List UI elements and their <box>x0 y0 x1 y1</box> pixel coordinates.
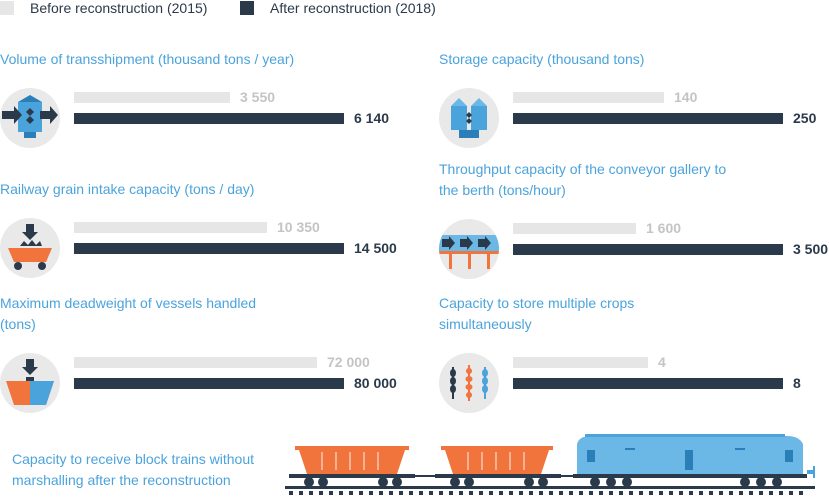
metric-title-line: Throughput capacity of the conveyor gall… <box>439 161 727 177</box>
legend-swatch-before <box>0 1 14 15</box>
metric-title-line: Storage capacity (thousand tons) <box>439 51 645 67</box>
bar-after <box>74 378 344 389</box>
bar-after <box>74 113 344 124</box>
legend-label-before: Before reconstruction (2015) <box>30 0 208 16</box>
value-label-before: 4 <box>658 354 666 370</box>
value-label-before: 72 000 <box>327 354 370 370</box>
legend-item-before: Before reconstruction (2015) <box>0 0 207 16</box>
grain-wagon-icon <box>0 218 60 278</box>
value-label-after: 14 500 <box>354 240 397 256</box>
train-caption: Capacity to receive block trains without… <box>12 449 254 491</box>
metric-title-line: the berth (tons/hour) <box>439 182 566 198</box>
metric-title: Storage capacity (thousand tons) <box>439 49 644 70</box>
storage-silo-icon <box>439 88 499 148</box>
metric-title-line: (tons) <box>0 316 36 332</box>
train-caption-line: marshalling after the reconstruction <box>12 472 231 488</box>
legend: Before reconstruction (2015) After recon… <box>0 0 829 18</box>
value-label-before: 10 350 <box>277 219 320 235</box>
value-label-before: 140 <box>674 89 698 105</box>
bar-after <box>513 113 783 124</box>
legend-item-after: After reconstruction (2018) <box>240 0 436 16</box>
value-label-after: 3 500 <box>793 241 829 257</box>
legend-label-after: After reconstruction (2018) <box>270 0 436 16</box>
bar-before <box>513 92 664 103</box>
metric-title-line: Capacity to store multiple crops <box>439 295 635 311</box>
metric-title: Capacity to store multiple crops simulta… <box>439 293 634 335</box>
value-label-after: 6 140 <box>354 110 390 126</box>
metric-title-line: simultaneously <box>439 316 532 332</box>
conveyor-gallery-icon <box>439 219 499 279</box>
grain-silo-transfer-icon <box>0 88 60 148</box>
multiple-crops-icon <box>439 353 499 413</box>
metric-title: Volume of transshipment (thousand tons /… <box>0 49 294 70</box>
metric-title: Railway grain intake capacity (tons / da… <box>0 179 254 200</box>
bar-after <box>513 244 783 255</box>
value-label-before: 1 600 <box>646 220 682 236</box>
metric-title: Throughput capacity of the conveyor gall… <box>439 159 726 201</box>
train-caption-line: Capacity to receive block trains without <box>12 451 254 467</box>
metric-title-line: Volume of transshipment (thousand tons /… <box>0 51 295 67</box>
metric-title-line: Maximum deadweight of vessels handled <box>0 295 257 311</box>
vessel-icon <box>0 353 60 413</box>
legend-swatch-after <box>240 1 254 15</box>
bar-before <box>74 92 230 103</box>
bar-after <box>513 378 783 389</box>
bar-before <box>74 357 317 368</box>
value-label-after: 80 000 <box>354 375 397 391</box>
value-label-after: 250 <box>793 110 817 126</box>
value-label-after: 8 <box>793 375 801 391</box>
bar-before <box>74 222 267 233</box>
bar-after <box>74 243 344 254</box>
metric-title-line: Railway grain intake capacity (tons / da… <box>0 181 255 197</box>
bar-before <box>513 223 636 234</box>
block-train-icon <box>285 430 815 501</box>
value-label-before: 3 550 <box>240 89 276 105</box>
metric-title: Maximum deadweight of vessels handled (t… <box>0 293 256 335</box>
bar-before <box>513 357 648 368</box>
